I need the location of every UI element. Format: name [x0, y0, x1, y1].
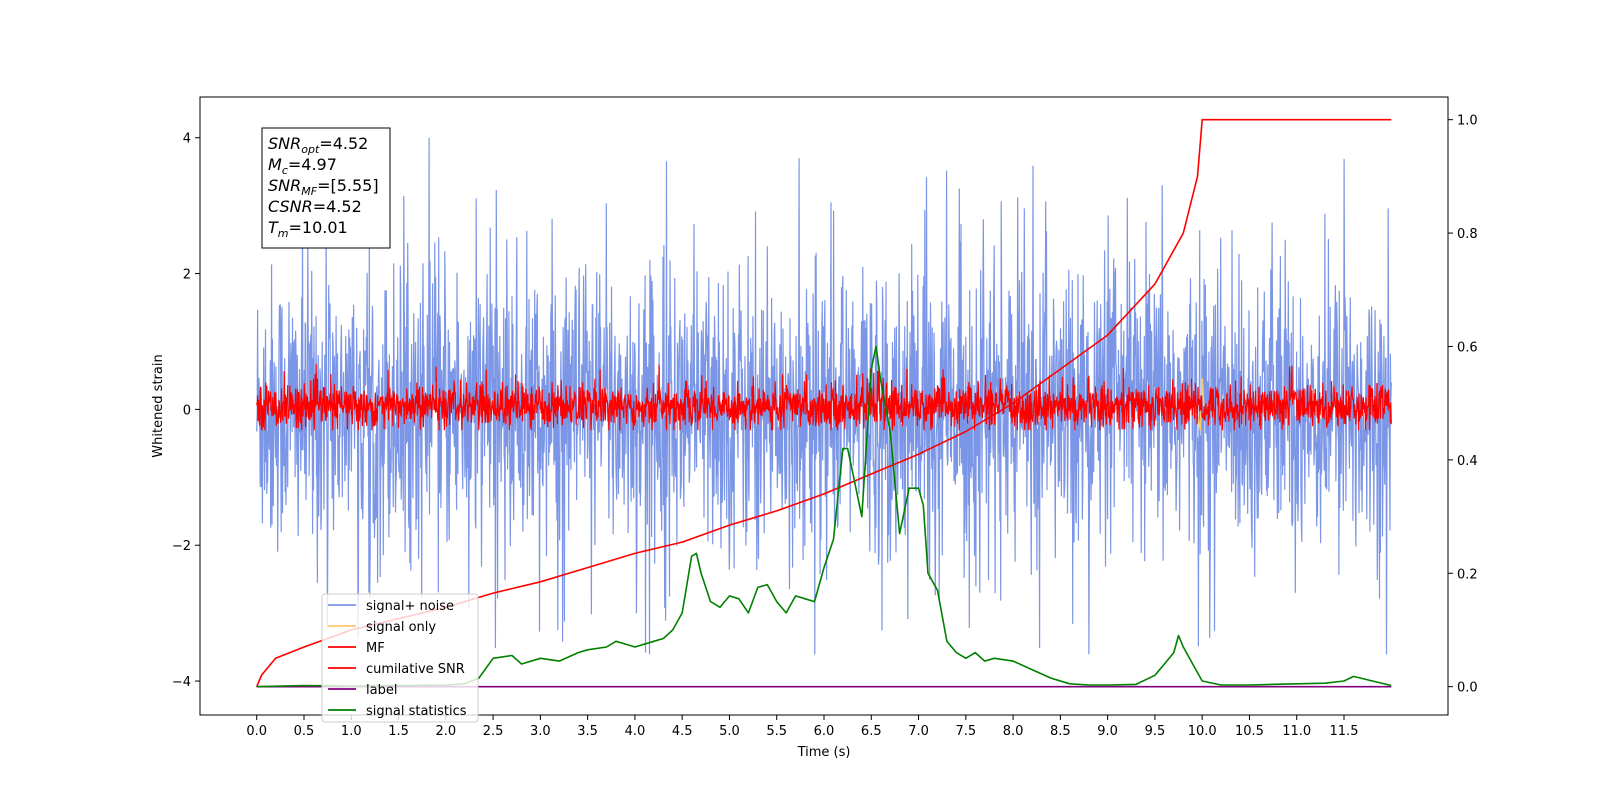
x-tick-label: 4.5	[672, 724, 693, 739]
x-tick-label: 8.0	[1003, 724, 1024, 739]
x-tick-label: 2.5	[483, 724, 504, 739]
x-tick-label: 5.5	[766, 724, 787, 739]
x-tick-label: 4.0	[625, 724, 646, 739]
x-tick-label: 9.5	[1145, 724, 1166, 739]
x-tick-label: 3.0	[530, 724, 551, 739]
series-signal-only-line	[1192, 378, 1205, 431]
x-tick-label: 8.5	[1050, 724, 1071, 739]
y-tick-label: −2	[172, 539, 191, 554]
x-tick-label: 11.0	[1282, 724, 1311, 739]
x-tick-label: 6.0	[814, 724, 835, 739]
x-tick-label: 7.0	[908, 724, 929, 739]
legend-label-cumilative-snr: cumilative SNR	[366, 662, 465, 677]
x-tick-label: 10.0	[1188, 724, 1217, 739]
annotation-line: Mc=4.97	[268, 155, 337, 177]
y-axis-label: Whitened strain	[151, 354, 166, 457]
y-right-tick-label: 0.8	[1457, 227, 1478, 242]
annotation-line: SNRopt=4.52	[268, 134, 368, 156]
annotation-line: CSNR=4.52	[268, 197, 362, 216]
y-tick-label: 0	[183, 403, 191, 418]
series-signal-statistics-line	[256, 345, 1392, 688]
x-tick-label: 10.5	[1235, 724, 1264, 739]
x-tick-label: 3.5	[577, 724, 598, 739]
x-tick-label: 7.5	[955, 724, 976, 739]
y-tick-label: −4	[172, 675, 191, 690]
y-right-tick-label: 0.2	[1457, 567, 1478, 582]
x-tick-label: 0.5	[294, 724, 315, 739]
x-tick-label: 5.0	[719, 724, 740, 739]
annotation-line: SNRMF=[5.55]	[268, 176, 379, 198]
annotation-line: Tm=10.01	[268, 218, 348, 240]
legend-label-label: label	[366, 683, 397, 698]
legend-frame	[321, 593, 479, 723]
x-axis-label: Time (s)	[797, 745, 851, 760]
y-tick-label: 4	[183, 132, 191, 147]
legend: signal+ noise signal only MF cumilative SNR…	[321, 593, 479, 723]
x-tick-label: 9.0	[1097, 724, 1118, 739]
x-tick-label: 11.5	[1330, 724, 1359, 739]
annotation-frame	[261, 127, 391, 249]
legend-label-signal-noise: signal+ noise	[366, 599, 454, 614]
y-tick-label: 2	[183, 268, 191, 283]
axes: 0.0 0.5 1.0 1.5 2.0 2.5 3.0 3.5 4.0 4.5 5.0 5.5 6.0 6…	[172, 96, 1478, 739]
legend-label-mf: MF	[366, 641, 385, 656]
x-tick-label: 1.5	[388, 724, 409, 739]
legend-label-signal-only: signal only	[366, 620, 436, 635]
y-right-tick-label: 1.0	[1457, 114, 1478, 129]
x-tick-label: 6.5	[861, 724, 882, 739]
y-right-tick-label: 0.4	[1457, 454, 1478, 469]
y-right-tick-label: 0.0	[1457, 681, 1478, 696]
series-mf-line	[256, 363, 1392, 431]
y-right-tick-label: 0.6	[1457, 340, 1478, 355]
legend-label-signal-statistics: signal statistics	[366, 704, 467, 719]
x-tick-label: 0.0	[246, 724, 267, 739]
x-tick-label: 1.0	[341, 724, 362, 739]
x-tick-label: 2.0	[435, 724, 456, 739]
